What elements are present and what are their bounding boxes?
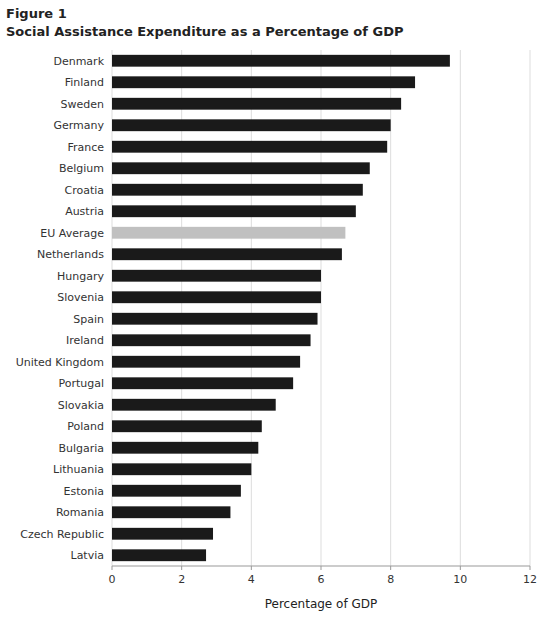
category-label: France [67,141,104,154]
category-label: Portugal [58,377,104,390]
grid-line [460,50,461,566]
bar [112,463,251,475]
y-labels: Denmark Finland Sweden Germany France Belgium… [16,55,105,563]
bar [112,399,276,411]
category-label: Germany [53,119,104,132]
bar [112,334,311,346]
category-label: Czech Republic [20,528,104,541]
bar [112,98,401,110]
category-label: Bulgaria [58,442,104,455]
category-label: Hungary [57,270,104,283]
bar [112,162,370,174]
x-axis-line [112,566,530,567]
bar [112,141,387,153]
tick-label: 12 [523,573,537,586]
bar [112,420,262,432]
category-label: Denmark [53,55,104,68]
tick-label: 8 [387,573,394,586]
bar [112,248,342,260]
bar [112,119,391,131]
tick-label: 0 [109,573,116,586]
tick-label: 2 [178,573,185,586]
tick-label: 10 [453,573,467,586]
bar [112,270,321,282]
category-label: Austria [65,205,104,218]
category-label: Spain [73,313,104,326]
category-label: Croatia [64,184,104,197]
bar [112,356,300,368]
category-label: Finland [65,76,104,89]
category-label: Slovakia [58,399,104,412]
category-label: Slovenia [57,291,104,304]
bar [112,184,363,196]
bar [112,528,213,540]
bar [112,291,321,303]
chart-svg: Figure 1 Social Assistance Expenditure as… [0,0,552,626]
category-label: United Kingdom [16,356,104,369]
category-label: Romania [56,506,104,519]
tick-mark [181,566,182,570]
bar [112,227,345,239]
category-label: Belgium [59,162,104,175]
tick-mark [390,566,391,570]
category-label: Netherlands [37,248,104,261]
subtitle: Social Assistance Expenditure as a Perce… [6,24,403,39]
x-axis-label: Percentage of GDP [265,597,377,611]
category-label: Poland [67,420,104,433]
bar [112,485,241,497]
category-label: EU Average [40,227,104,240]
category-label: Lithuania [53,463,104,476]
bar [112,549,206,561]
bar [112,205,356,217]
bar [112,377,293,389]
tick-mark [321,566,322,570]
bar [112,55,450,67]
bar [112,76,415,88]
grid-line [530,50,531,566]
title: Figure 1 [6,6,67,21]
category-label: Estonia [64,485,105,498]
tick-mark [251,566,252,570]
category-label: Sweden [61,98,104,111]
grid [112,50,530,566]
bar [112,506,230,518]
category-label: Latvia [71,549,105,562]
tick-mark [460,566,461,570]
bar [112,442,258,454]
chart-container: Figure 1 Social Assistance Expenditure as… [0,0,552,626]
tick-label: 4 [248,573,255,586]
bar [112,313,318,325]
category-label: Ireland [66,334,104,347]
tick-mark [112,566,113,570]
x-ticks: 0 2 4 6 8 10 12 [109,566,538,586]
tick-label: 6 [318,573,325,586]
bars [112,55,450,561]
tick-mark [530,566,531,570]
